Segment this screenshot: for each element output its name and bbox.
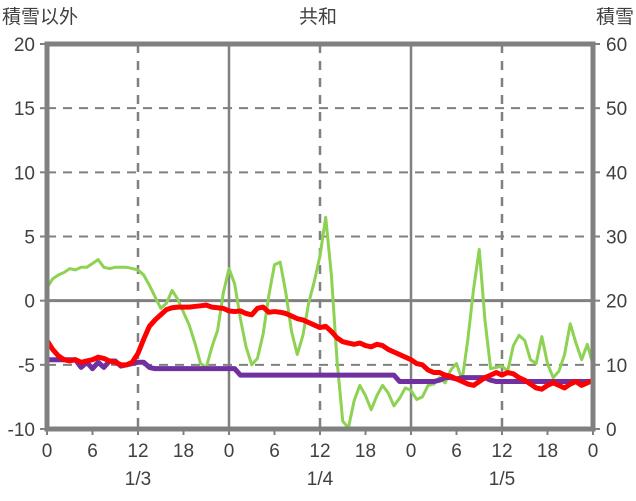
x-tick-label: 6: [451, 441, 462, 462]
x-tick-label: 6: [87, 441, 98, 462]
x-tick-label: 12: [491, 441, 512, 462]
y-tick-label-left: 10: [14, 163, 35, 184]
y-tick-label-right: 30: [606, 228, 627, 249]
y-tick-label-right: 40: [606, 163, 627, 184]
x-tick-label: 12: [127, 441, 148, 462]
y-tick-label-left: 20: [14, 35, 35, 56]
right-axis-title: 積雪: [595, 7, 634, 28]
series-line-green: [45, 215, 595, 430]
x-tick-label: 0: [588, 441, 599, 462]
x-day-label: 1/5: [489, 469, 515, 490]
y-tick-label-right: 20: [606, 292, 627, 313]
series-line-red: [44, 302, 596, 392]
y-tick-label-right: 60: [606, 35, 627, 56]
y-tick-label-left: -10: [8, 420, 35, 441]
x-tick-label: 0: [42, 441, 53, 462]
y-tick-label-left: 5: [24, 228, 35, 249]
left-axis-title: 積雪以外: [2, 7, 79, 28]
series-line-purple: [44, 357, 596, 385]
chart-title: 共和: [298, 7, 337, 28]
x-tick-label: 12: [309, 441, 330, 462]
y-tick-label-left: -5: [18, 356, 35, 377]
x-tick-label: 0: [224, 441, 235, 462]
x-tick-label: 0: [406, 441, 417, 462]
x-day-label: 1/4: [307, 469, 334, 490]
x-tick-label: 6: [269, 441, 280, 462]
x-day-label: 1/3: [125, 469, 151, 490]
x-tick-label: 18: [537, 441, 558, 462]
y-tick-label-left: 15: [14, 99, 35, 120]
y-tick-label-right: 50: [606, 99, 627, 120]
y-tick-label-right: 0: [606, 420, 617, 441]
y-tick-label-right: 10: [606, 356, 627, 377]
x-tick-label: 18: [355, 441, 376, 462]
y-tick-label-left: 0: [24, 292, 35, 313]
x-tick-label: 18: [173, 441, 194, 462]
